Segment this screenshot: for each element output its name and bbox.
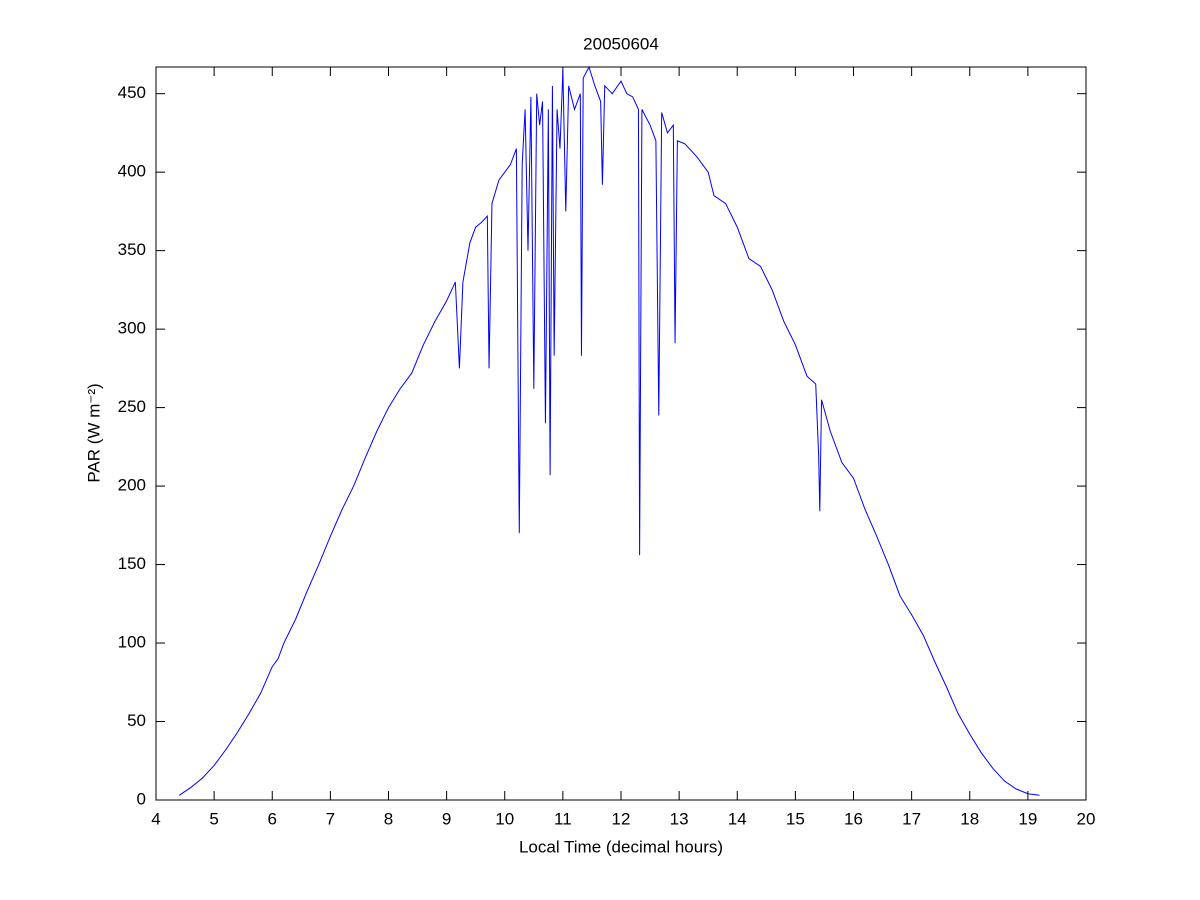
y-tick-label: 100 [118, 633, 146, 652]
y-tick-label: 300 [118, 319, 146, 338]
x-tick-label: 10 [495, 809, 514, 828]
x-tick-label: 18 [960, 809, 979, 828]
x-tick-label: 20 [1077, 809, 1096, 828]
y-tick-label: 0 [137, 789, 146, 808]
x-tick-label: 11 [554, 809, 572, 828]
x-tick-label: 15 [786, 809, 805, 828]
y-tick-label: 200 [118, 476, 146, 495]
data-line [178, 65, 1040, 796]
x-tick-label: 7 [326, 809, 335, 828]
y-tick-label: 150 [118, 554, 146, 573]
chart-title: 20050604 [583, 34, 659, 53]
y-axis-label: PAR (W m⁻²) [84, 383, 103, 482]
y-tick-label: 50 [127, 711, 146, 730]
x-axis-label: Local Time (decimal hours) [519, 837, 723, 856]
x-tick-label: 4 [151, 809, 160, 828]
x-tick-label: 6 [268, 809, 277, 828]
x-tick-label: 12 [612, 809, 631, 828]
x-tick-label: 17 [902, 809, 921, 828]
y-tick-label: 350 [118, 240, 146, 259]
y-tick-label: 400 [118, 162, 146, 181]
x-tick-label: 14 [728, 809, 747, 828]
x-tick-label: 9 [442, 809, 451, 828]
y-tick-label: 250 [118, 397, 146, 416]
x-tick-label: 16 [844, 809, 863, 828]
x-tick-label: 13 [670, 809, 689, 828]
x-tick-label: 5 [209, 809, 218, 828]
x-tick-label: 19 [1018, 809, 1037, 828]
x-tick-label: 8 [384, 809, 393, 828]
y-tick-label: 450 [118, 83, 146, 102]
